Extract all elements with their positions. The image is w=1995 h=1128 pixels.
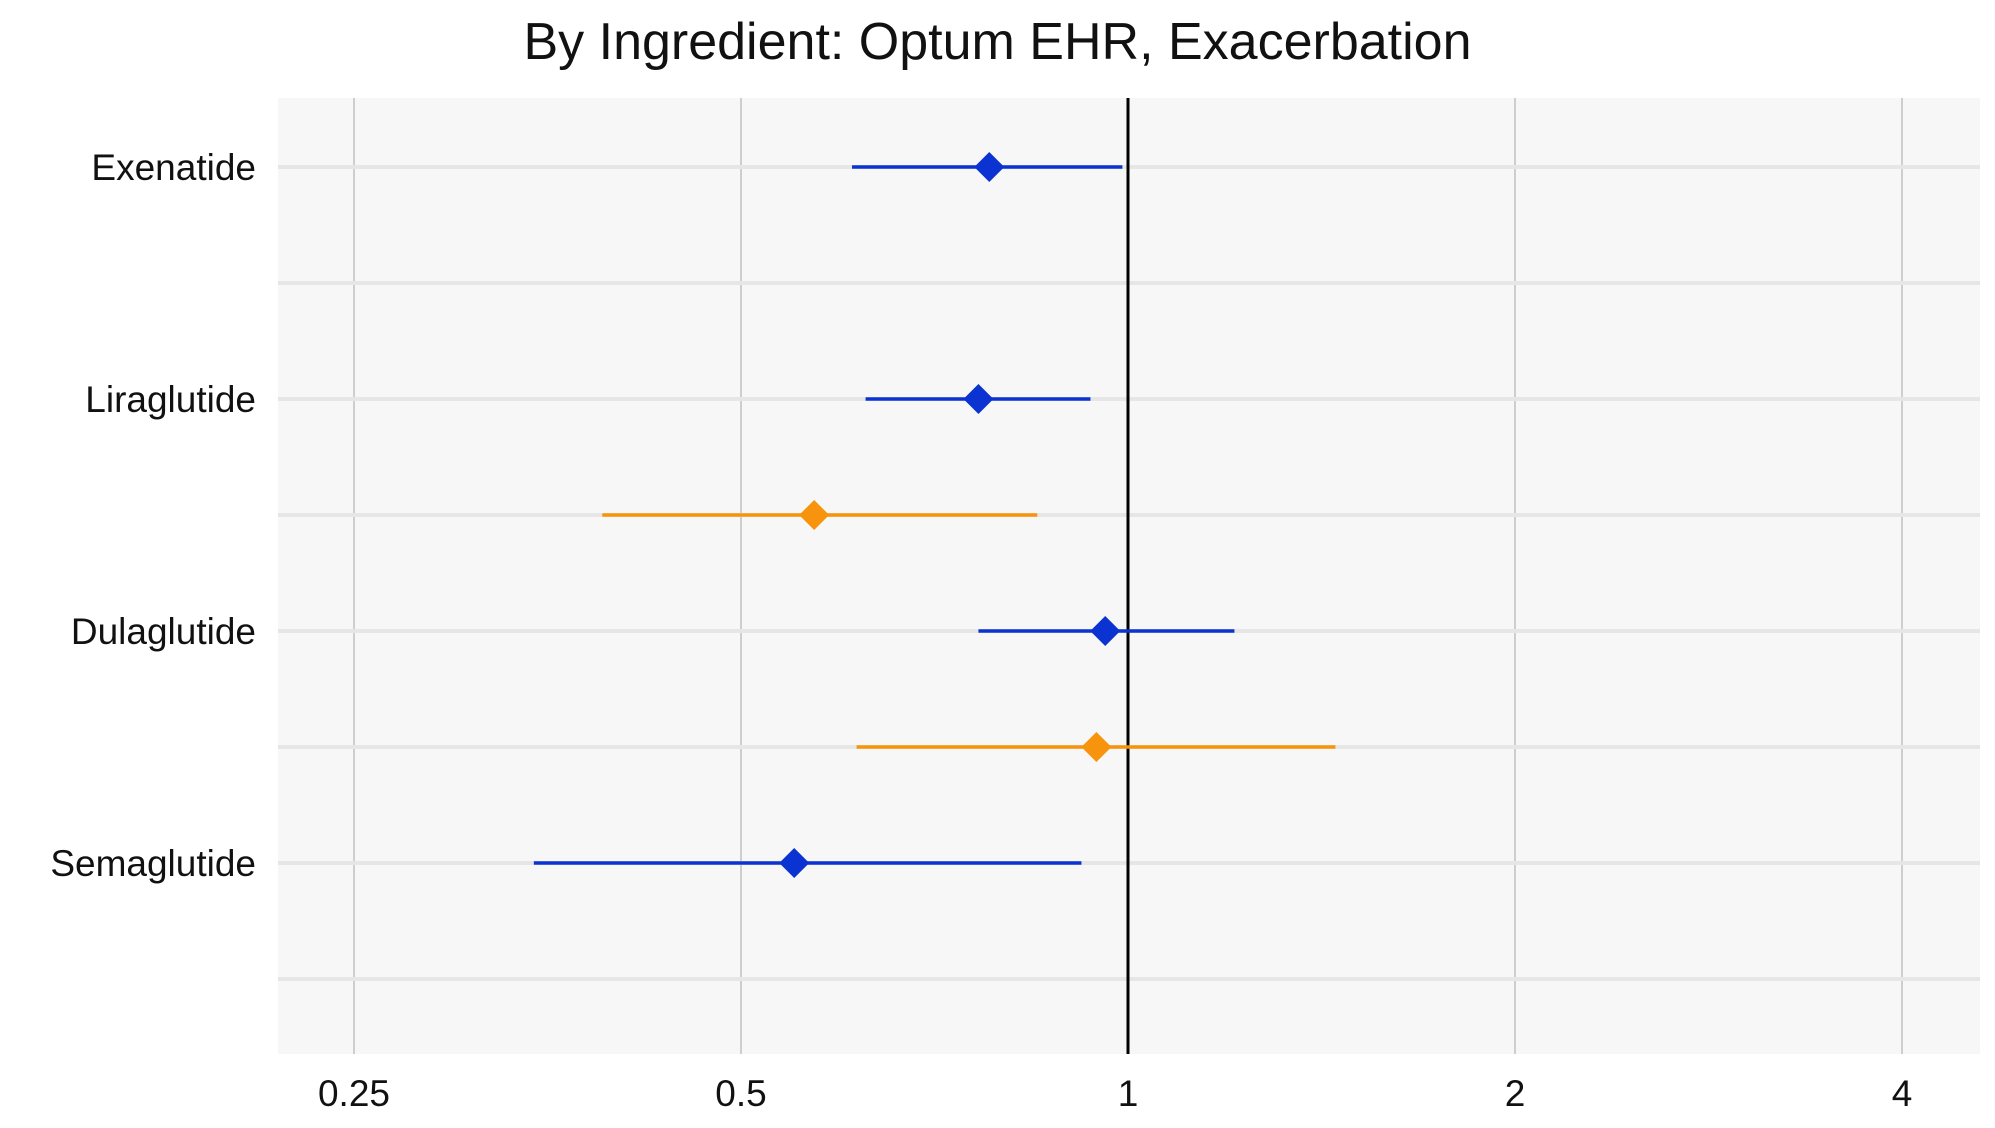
point-estimate-exenatide-row-1	[974, 152, 1005, 182]
estimate-marks	[533, 152, 1336, 878]
point-estimate-dulaglutide-row-5	[1090, 616, 1121, 646]
point-estimate-liraglutide-row-4	[799, 500, 830, 530]
x-tick-label: 2	[1505, 1073, 1526, 1114]
point-estimate-dulaglutide-row-6	[1081, 732, 1112, 762]
x-tick-label: 4	[1892, 1073, 1913, 1114]
x-tick-label: 0.5	[715, 1073, 766, 1114]
x-tick-labels: 0.25 0.5 1 2 4	[318, 1073, 1912, 1114]
category-label-exenatide: Exenatide	[91, 147, 256, 188]
chart-title: By Ingredient: Optum EHR, Exacerbation	[523, 13, 1472, 71]
point-estimate-semaglutide-row-7	[779, 848, 810, 878]
point-estimate-liraglutide-row-3	[963, 384, 994, 414]
x-gridlines	[353, 98, 1903, 1054]
x-tick-label: 0.25	[318, 1073, 390, 1114]
x-tick-label: 1	[1118, 1073, 1139, 1114]
category-labels: Exenatide Liraglutide Dulaglutide Semagluti…	[50, 147, 256, 884]
category-label-semaglutide: Semaglutide	[50, 843, 256, 884]
category-label-dulaglutide: Dulaglutide	[71, 611, 256, 652]
category-label-liraglutide: Liraglutide	[85, 379, 256, 420]
